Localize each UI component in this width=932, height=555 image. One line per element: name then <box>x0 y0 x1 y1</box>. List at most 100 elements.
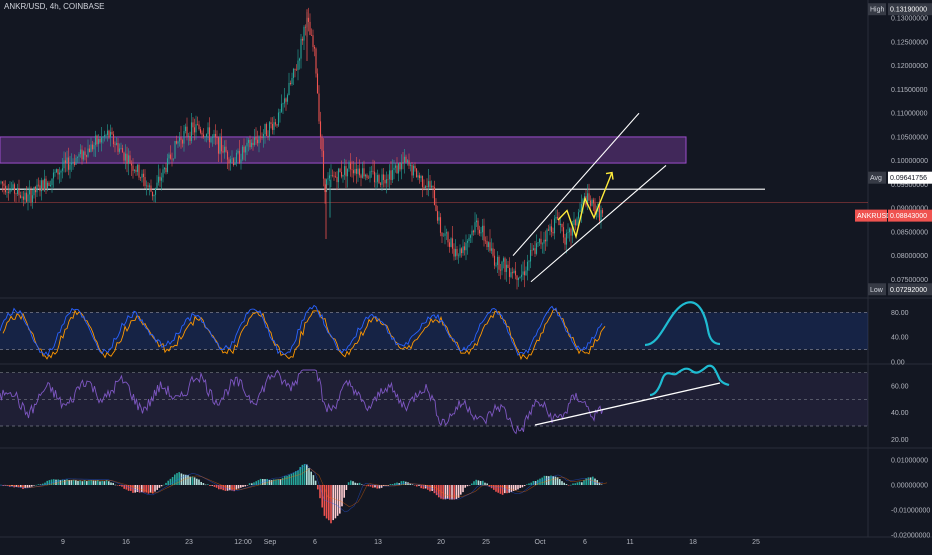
candle-body <box>501 261 503 271</box>
candle-body <box>181 140 184 144</box>
candle-body <box>396 165 398 174</box>
candle-body <box>412 165 415 176</box>
stoch-tick-label: 40.00 <box>891 335 909 342</box>
candle-body <box>198 124 200 130</box>
macd-bar <box>444 485 447 500</box>
macd-bar <box>231 485 233 491</box>
candle-body <box>13 184 16 194</box>
candle-body <box>531 249 533 251</box>
candle-body <box>561 223 563 228</box>
macd-bar <box>310 471 312 485</box>
price-tick-label: 0.13000000 <box>891 16 928 23</box>
candle-body <box>10 188 13 190</box>
macd-bar <box>350 480 352 485</box>
candle-body <box>145 185 148 187</box>
candle-body <box>471 230 473 236</box>
rsi-line <box>0 369 604 435</box>
candle-body <box>256 139 259 144</box>
candle-body <box>136 164 139 172</box>
low-badge-value-bg <box>888 283 932 296</box>
candle-body <box>505 264 508 272</box>
candle-body <box>90 144 92 153</box>
macd-bar <box>358 482 361 485</box>
macd-bar <box>345 485 348 491</box>
candle-body <box>358 168 361 176</box>
macd-bar <box>398 483 400 485</box>
candle-body <box>285 98 287 102</box>
macd-bar <box>165 482 167 485</box>
macd-bar <box>352 481 354 485</box>
macd-signal-line <box>3 468 608 507</box>
time-tick-label: Sep <box>264 539 277 546</box>
macd-bar <box>380 485 383 488</box>
candle-body <box>190 122 193 141</box>
candle-body <box>378 175 380 184</box>
candle-body <box>544 239 547 242</box>
symbol-badge-label: ANKRUSD <box>857 213 891 220</box>
candle-body <box>331 175 334 176</box>
macd-bar <box>149 485 152 493</box>
macd-bar <box>50 479 53 485</box>
macd-bar <box>97 480 99 485</box>
macd-bar <box>83 480 86 485</box>
candle-body <box>564 237 566 245</box>
macd-bar <box>420 485 422 489</box>
candle-body <box>318 93 320 122</box>
candle-body <box>409 164 412 166</box>
macd-bar <box>477 480 480 485</box>
candle-body <box>421 176 424 187</box>
macd-bar <box>495 485 497 492</box>
candle-body <box>193 127 196 133</box>
candle-body <box>220 136 223 152</box>
candle-body <box>1 181 4 184</box>
macd-bar <box>321 485 323 508</box>
macd-bar <box>367 485 370 487</box>
candle-body <box>474 222 476 233</box>
candle-body <box>27 194 29 202</box>
candle-body <box>12 184 14 189</box>
candle-body <box>345 166 347 177</box>
candle-body <box>216 137 218 139</box>
candle-body <box>235 152 238 163</box>
candle-body <box>105 135 107 136</box>
time-tick-label: 12:00 <box>234 539 252 546</box>
candle-body <box>250 142 253 148</box>
macd-tick-label: -0.01000000 <box>891 508 930 515</box>
candle-body <box>411 164 413 176</box>
macd-bar <box>105 480 108 485</box>
candle-body <box>30 189 32 203</box>
macd-bar <box>290 473 293 485</box>
candle-body <box>237 150 239 153</box>
candle-body <box>55 169 58 173</box>
candle-body <box>133 169 136 171</box>
candle-body <box>22 196 25 200</box>
candle-body <box>108 130 110 138</box>
candle-body <box>117 143 119 152</box>
macd-bar <box>543 475 546 485</box>
macd-bar <box>77 480 79 485</box>
candle-body <box>433 187 436 205</box>
macd-bar <box>28 485 31 488</box>
macd-bar <box>81 481 84 485</box>
macd-bar <box>394 483 396 485</box>
candle-body <box>579 210 581 213</box>
time-tick-label: Oct <box>535 539 546 546</box>
macd-bar <box>158 485 161 488</box>
candle-body <box>582 199 584 205</box>
candle-body <box>292 68 295 78</box>
macd-bar <box>455 485 458 500</box>
candle-body <box>570 228 572 236</box>
price-tick-label: 0.09500000 <box>891 182 928 189</box>
candle-body <box>328 175 331 179</box>
macd-bar <box>402 480 405 485</box>
price-tick-label: 0.12000000 <box>891 63 928 70</box>
macd-bar <box>317 485 319 490</box>
macd-bar <box>374 485 376 488</box>
candle-body <box>79 149 82 155</box>
low-badge-value: 0.07292000 <box>890 287 927 294</box>
candle-body <box>46 182 49 189</box>
macd-bar <box>354 482 356 485</box>
candle-body <box>96 135 98 145</box>
